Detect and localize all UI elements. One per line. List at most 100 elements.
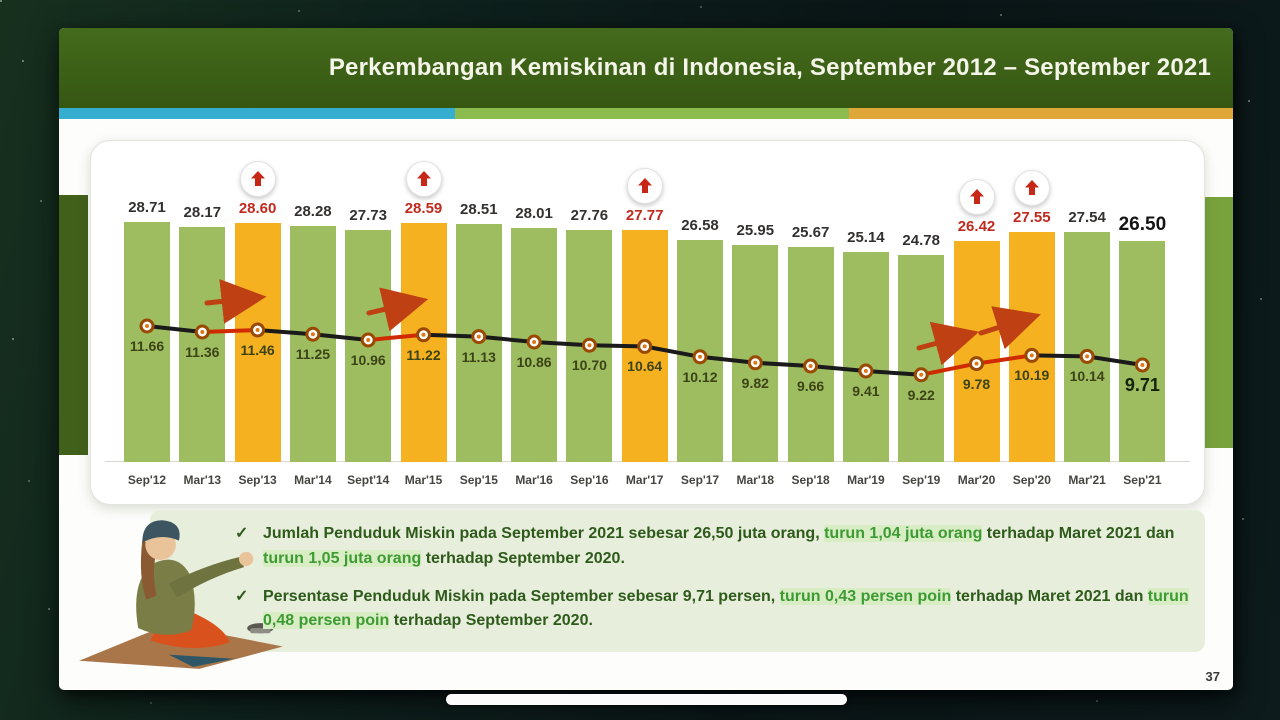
left-decor-band bbox=[59, 195, 88, 455]
presentation-slide: Perkembangan Kemiskinan di Indonesia, Se… bbox=[59, 28, 1233, 690]
title-bar: Perkembangan Kemiskinan di Indonesia, Se… bbox=[59, 28, 1233, 108]
increase-badge bbox=[239, 160, 276, 197]
x-axis-label: Mar'13 bbox=[183, 473, 222, 487]
note-text: Jumlah Penduduk Miskin pada September 20… bbox=[263, 522, 1210, 572]
up-arrow-icon bbox=[637, 177, 652, 193]
bar bbox=[787, 247, 834, 462]
line-value-label: 11.36 bbox=[185, 344, 220, 360]
stripe-blue-segment bbox=[59, 108, 455, 119]
trend-arrow bbox=[916, 321, 980, 366]
line-point-center bbox=[200, 330, 205, 334]
line-value-label: 11.25 bbox=[295, 346, 331, 363]
x-axis-label: Mar'16 bbox=[515, 473, 553, 487]
background-stars bbox=[0, 0, 2, 2]
note-item: ✓ Persentase Penduduk Miskin pada Septemb… bbox=[235, 585, 1210, 635]
bar-value-label: 27.77 bbox=[625, 206, 664, 224]
x-axis-label: Mar'20 bbox=[957, 473, 996, 487]
line-point-center bbox=[698, 354, 702, 359]
bar bbox=[842, 251, 889, 462]
x-axis-label: Mar'17 bbox=[625, 473, 664, 487]
bar bbox=[289, 225, 336, 462]
line-point-center bbox=[753, 360, 758, 365]
poverty-line-segment bbox=[808, 364, 868, 373]
x-axis-label: Sep'12 bbox=[127, 473, 167, 487]
line-point-center bbox=[587, 343, 592, 348]
trend-arrow bbox=[366, 287, 429, 332]
bar-value-label: 25.14 bbox=[847, 228, 885, 246]
bar-value-label: 25.95 bbox=[736, 222, 775, 240]
line-value-label: 10.70 bbox=[571, 357, 607, 374]
line-point-center bbox=[1029, 353, 1034, 358]
note-highlight: turun 1,05 juta orang bbox=[263, 549, 422, 567]
bar-value-label: 26.42 bbox=[957, 218, 996, 236]
accent-stripe bbox=[59, 108, 1233, 119]
note-segment: terhadap September 2020. bbox=[421, 549, 625, 567]
note-segment: Jumlah Penduduk Miskin pada September 20… bbox=[263, 525, 825, 542]
line-value-label: 9.82 bbox=[741, 374, 769, 391]
x-axis-label: Sep'19 bbox=[902, 473, 941, 487]
right-decor-band bbox=[1205, 197, 1233, 448]
increase-badge bbox=[1013, 169, 1050, 206]
bar-value-label: 28.60 bbox=[238, 199, 277, 217]
bar-value-label: 25.67 bbox=[791, 224, 830, 242]
x-axis-label: Mar'21 bbox=[1068, 473, 1106, 487]
line-point-center bbox=[145, 324, 149, 328]
x-axis-label: Mar'14 bbox=[294, 473, 332, 487]
line-point-center bbox=[421, 332, 426, 337]
line-value-label: 11.66 bbox=[129, 338, 165, 354]
x-axis-label: Sep'20 bbox=[1012, 473, 1051, 487]
stripe-green-segment bbox=[454, 108, 850, 119]
note-item: ✓ Jumlah Penduduk Miskin pada September 2… bbox=[235, 522, 1210, 572]
trend-arrow bbox=[978, 306, 1041, 350]
line-point-center bbox=[808, 364, 813, 368]
bar-value-label: 27.55 bbox=[1013, 208, 1051, 226]
increase-badge bbox=[405, 161, 442, 198]
mat-shadow bbox=[168, 654, 234, 667]
poverty-line-segment bbox=[310, 332, 371, 342]
note-text: Persentase Penduduk Miskin pada Septembe… bbox=[263, 585, 1210, 635]
poverty-chart-panel: 28.71 Sep'12 11.66 28.17 Mar'13 11.36 28.60 Sep… bbox=[90, 140, 1205, 505]
bar bbox=[1064, 231, 1111, 462]
beanie-shape bbox=[142, 520, 180, 543]
poverty-line-segment bbox=[642, 344, 702, 359]
line-value-label: 11.46 bbox=[240, 342, 275, 358]
bar-value-label: 26.50 bbox=[1118, 213, 1167, 235]
line-value-label: 9.71 bbox=[1124, 375, 1160, 395]
bar-value-label: 28.01 bbox=[515, 204, 553, 222]
poverty-line-segment bbox=[587, 343, 647, 349]
note-highlight: turun 0,43 persen poin bbox=[779, 587, 952, 605]
poverty-line-segment bbox=[1029, 353, 1090, 359]
slide-title: Perkembangan Kemiskinan di Indonesia, Se… bbox=[328, 54, 1211, 81]
bar bbox=[124, 222, 170, 462]
bar bbox=[400, 223, 447, 462]
line-value-label: 10.14 bbox=[1069, 368, 1105, 385]
note-highlight: turun 1,04 juta orang bbox=[824, 525, 983, 542]
x-axis-label: Sep'15 bbox=[459, 473, 498, 487]
line-point-center bbox=[310, 332, 315, 337]
video-progress-bar[interactable] bbox=[446, 694, 847, 705]
x-axis-label: Mar'18 bbox=[736, 473, 775, 487]
note-segment: terhadap September 2020. bbox=[389, 612, 593, 630]
line-value-label: 11.13 bbox=[461, 348, 496, 365]
line-point-center bbox=[1085, 354, 1090, 359]
note-segment: Persentase Penduduk Miskin pada Septembe… bbox=[263, 587, 780, 605]
line-point-center bbox=[974, 361, 979, 366]
bar bbox=[234, 223, 281, 462]
page-number: 37 bbox=[1205, 669, 1220, 684]
line-value-label: 10.64 bbox=[627, 358, 663, 375]
x-axis-label: Mar'15 bbox=[404, 473, 443, 487]
poverty-line-segment bbox=[366, 332, 426, 342]
poverty-line-segment bbox=[476, 334, 537, 344]
bar bbox=[732, 245, 779, 462]
line-value-label: 11.22 bbox=[406, 346, 441, 363]
x-axis-label: Sep'13 bbox=[238, 473, 277, 487]
check-icon: ✓ bbox=[235, 587, 249, 605]
poverty-line-segment bbox=[974, 353, 1034, 366]
line-point-center bbox=[642, 344, 647, 349]
line-point-center bbox=[532, 340, 537, 344]
bar-value-label: 27.76 bbox=[570, 207, 609, 224]
up-arrow-icon bbox=[250, 170, 265, 186]
line-value-label: 10.12 bbox=[682, 368, 718, 385]
bar bbox=[179, 226, 226, 462]
up-arrow-icon bbox=[1024, 179, 1039, 195]
